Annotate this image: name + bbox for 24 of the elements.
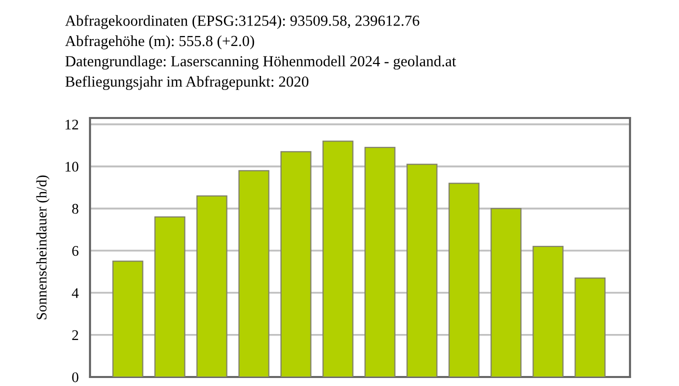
bar bbox=[196, 195, 228, 377]
y-tick-label: 8 bbox=[72, 204, 78, 214]
bar bbox=[238, 170, 270, 377]
bar bbox=[448, 182, 480, 377]
bar bbox=[364, 146, 396, 377]
y-tick-label: 0 bbox=[72, 372, 78, 382]
y-tick-label: 4 bbox=[72, 288, 79, 298]
y-tick-label: 12 bbox=[66, 120, 78, 130]
bar bbox=[532, 246, 564, 377]
bar bbox=[574, 277, 606, 377]
y-tick-label: 10 bbox=[66, 162, 78, 172]
text: Abfragekoordinaten (EPSG:31254): 93509.58, 239612.76 bbox=[65, 14, 420, 30]
bar bbox=[112, 260, 144, 377]
bar bbox=[406, 164, 438, 377]
y-tick-label: 6 bbox=[72, 246, 78, 256]
y-tick-label: 2 bbox=[72, 330, 78, 340]
bar bbox=[280, 151, 312, 377]
y-axis-title: Sonnenscheindauer (h/d) bbox=[36, 175, 50, 320]
text: Abfragehöhe (m): 555.8 (+2.0) bbox=[65, 35, 254, 50]
bar bbox=[490, 208, 522, 377]
text: Befliegungsjahr im Abfragepunkt: 2020 bbox=[65, 76, 308, 90]
bar bbox=[322, 140, 354, 377]
bar bbox=[154, 216, 186, 377]
text: Datengrundlage: Laserscanning Höhenmodell 2024 - geoland.at bbox=[65, 56, 456, 70]
